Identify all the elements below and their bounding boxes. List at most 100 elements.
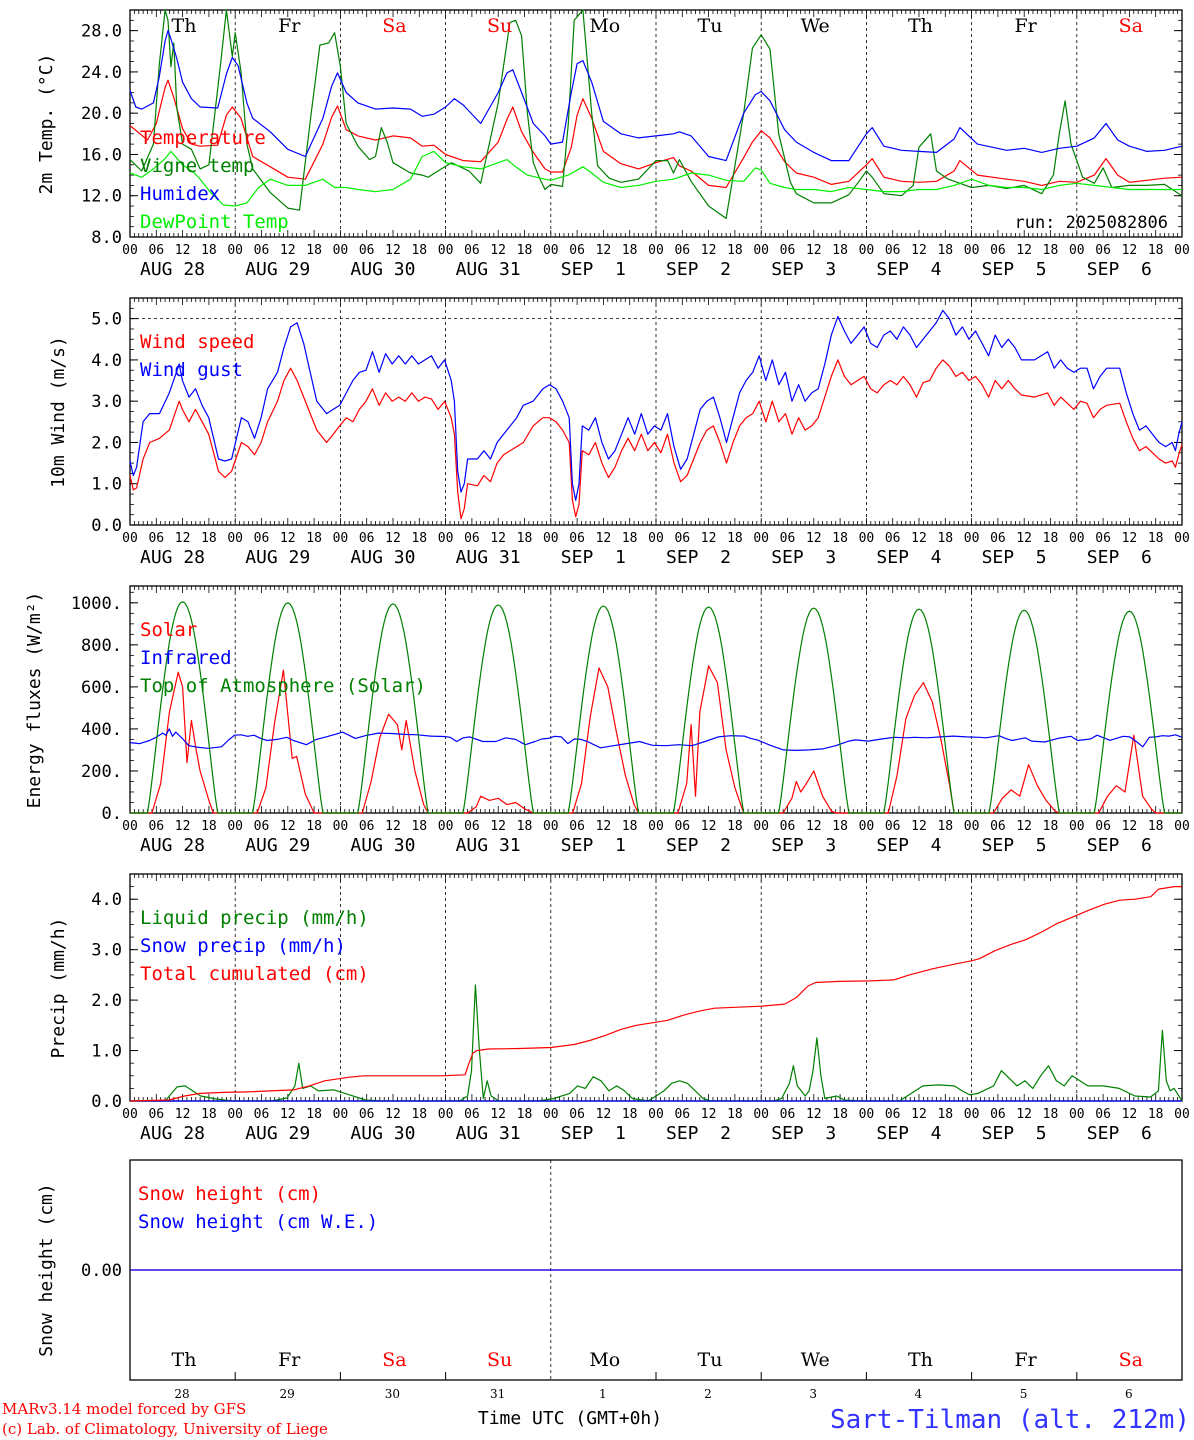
hour-tick-label: 18	[727, 819, 743, 834]
hour-tick-label: 18	[411, 819, 427, 834]
hour-tick-label: 12	[175, 819, 191, 834]
hour-tick-label: 18	[622, 243, 638, 258]
hour-tick-label: 06	[1095, 819, 1111, 834]
date-label: SEP 4	[876, 259, 941, 280]
hour-tick-label: 18	[306, 1107, 322, 1122]
hour-tick-label: 00	[859, 819, 875, 834]
hour-tick-label: 18	[727, 243, 743, 258]
date-label: SEP 5	[982, 835, 1047, 856]
y-tick-label: 0.00	[81, 1261, 122, 1281]
hour-tick-label: 06	[1095, 531, 1111, 546]
ylabel-wind: 10m Wind (m/s)	[48, 336, 69, 488]
hour-tick-label: 00	[122, 1107, 138, 1122]
hour-tick-label: 00	[333, 819, 349, 834]
weekday-label: Mo	[589, 1349, 620, 1371]
y-tick-label: 600.	[81, 678, 122, 698]
hour-tick-label: 12	[1122, 819, 1138, 834]
hour-tick-label: 18	[411, 531, 427, 546]
hour-tick-label: 18	[306, 243, 322, 258]
y-tick-label: 1000.	[71, 594, 122, 614]
hour-tick-label: 06	[780, 243, 796, 258]
date-label: SEP 4	[876, 835, 941, 856]
date-label: AUG 28	[140, 1123, 205, 1144]
hour-tick-label: 06	[148, 243, 164, 258]
date-label: AUG 31	[456, 835, 521, 856]
hour-tick-label: 00	[964, 819, 980, 834]
series-humidex	[129, 30, 1183, 162]
hour-tick-label: 18	[306, 819, 322, 834]
hour-tick-label: 00	[648, 819, 664, 834]
hour-tick-label: 06	[780, 819, 796, 834]
legend-total-cumulated: Total cumulated (cm)	[140, 963, 369, 985]
day-number-label: 31	[490, 1387, 505, 1401]
series-top-of-atmosphere-solar	[130, 601, 1182, 814]
hour-tick-label: 18	[832, 1107, 848, 1122]
hour-tick-label: 06	[1095, 1107, 1111, 1122]
day-number-label: 6	[1125, 1387, 1133, 1401]
weekday-label: Fr	[278, 15, 301, 37]
hour-tick-label: 00	[1174, 531, 1190, 546]
date-label: SEP 1	[561, 259, 626, 280]
day-number-label: 5	[1020, 1387, 1028, 1401]
y-tick-label: 16.0	[81, 145, 122, 165]
date-label: SEP 6	[1087, 259, 1152, 280]
hour-tick-label: 06	[464, 1107, 480, 1122]
hour-tick-label: 00	[543, 531, 559, 546]
legend-solar: Solar	[140, 619, 197, 641]
hour-tick-label: 00	[1069, 531, 1085, 546]
hour-tick-label: 18	[517, 819, 533, 834]
hour-tick-label: 06	[885, 243, 901, 258]
date-label: AUG 28	[140, 547, 205, 568]
date-label: AUG 31	[456, 547, 521, 568]
hour-tick-label: 18	[201, 819, 217, 834]
date-label: AUG 30	[350, 1123, 415, 1144]
hour-tick-label: 00	[438, 243, 454, 258]
hour-tick-label: 18	[937, 531, 953, 546]
y-tick-label: 4.0	[91, 351, 122, 371]
weekday-label: Th	[908, 1349, 933, 1371]
hour-tick-label: 00	[1069, 819, 1085, 834]
date-label: SEP 6	[1087, 1123, 1152, 1144]
hour-tick-label: 18	[727, 1107, 743, 1122]
ylabel-temperature: 2m Temp. (°C)	[36, 54, 57, 195]
hour-tick-label: 00	[859, 531, 875, 546]
weekday-label: Tu	[698, 15, 723, 37]
hour-tick-label: 18	[1148, 243, 1164, 258]
hour-tick-label: 12	[385, 243, 401, 258]
date-label: AUG 29	[245, 1123, 310, 1144]
date-label: SEP 3	[771, 259, 836, 280]
hour-tick-label: 18	[1043, 1107, 1059, 1122]
hour-tick-label: 00	[333, 531, 349, 546]
day-number-label: 2	[704, 1387, 712, 1401]
ylabel-energy: Energy fluxes (W/m²)	[24, 592, 45, 809]
y-tick-label: 20.0	[81, 104, 122, 124]
hour-tick-label: 12	[911, 819, 927, 834]
hour-tick-label: 00	[122, 819, 138, 834]
hour-tick-label: 18	[937, 1107, 953, 1122]
hour-tick-label: 06	[254, 819, 270, 834]
weekday-label: Fr	[1014, 1349, 1037, 1371]
hour-tick-label: 18	[832, 819, 848, 834]
y-tick-label: 24.0	[81, 63, 122, 83]
weekday-label: Sa	[1119, 1349, 1143, 1371]
hour-tick-label: 00	[964, 243, 980, 258]
y-tick-label: 400.	[81, 720, 122, 740]
hour-tick-label: 06	[885, 819, 901, 834]
hour-tick-label: 06	[990, 243, 1006, 258]
hour-tick-label: 06	[359, 1107, 375, 1122]
date-label: SEP 2	[666, 1123, 731, 1144]
hour-tick-label: 12	[806, 819, 822, 834]
series-infrared	[129, 728, 1183, 751]
hour-tick-label: 12	[385, 1107, 401, 1122]
hour-tick-label: 18	[727, 531, 743, 546]
hour-tick-label: 06	[780, 1107, 796, 1122]
date-label: AUG 29	[245, 835, 310, 856]
hour-tick-label: 12	[1016, 819, 1032, 834]
hour-tick-label: 12	[701, 819, 717, 834]
weekday-label: Fr	[278, 1349, 301, 1371]
legend-infrared: Infrared	[140, 647, 232, 669]
hour-tick-label: 06	[780, 531, 796, 546]
hour-tick-label: 12	[806, 243, 822, 258]
hour-tick-label: 06	[674, 1107, 690, 1122]
day-number-label: 28	[174, 1387, 189, 1401]
